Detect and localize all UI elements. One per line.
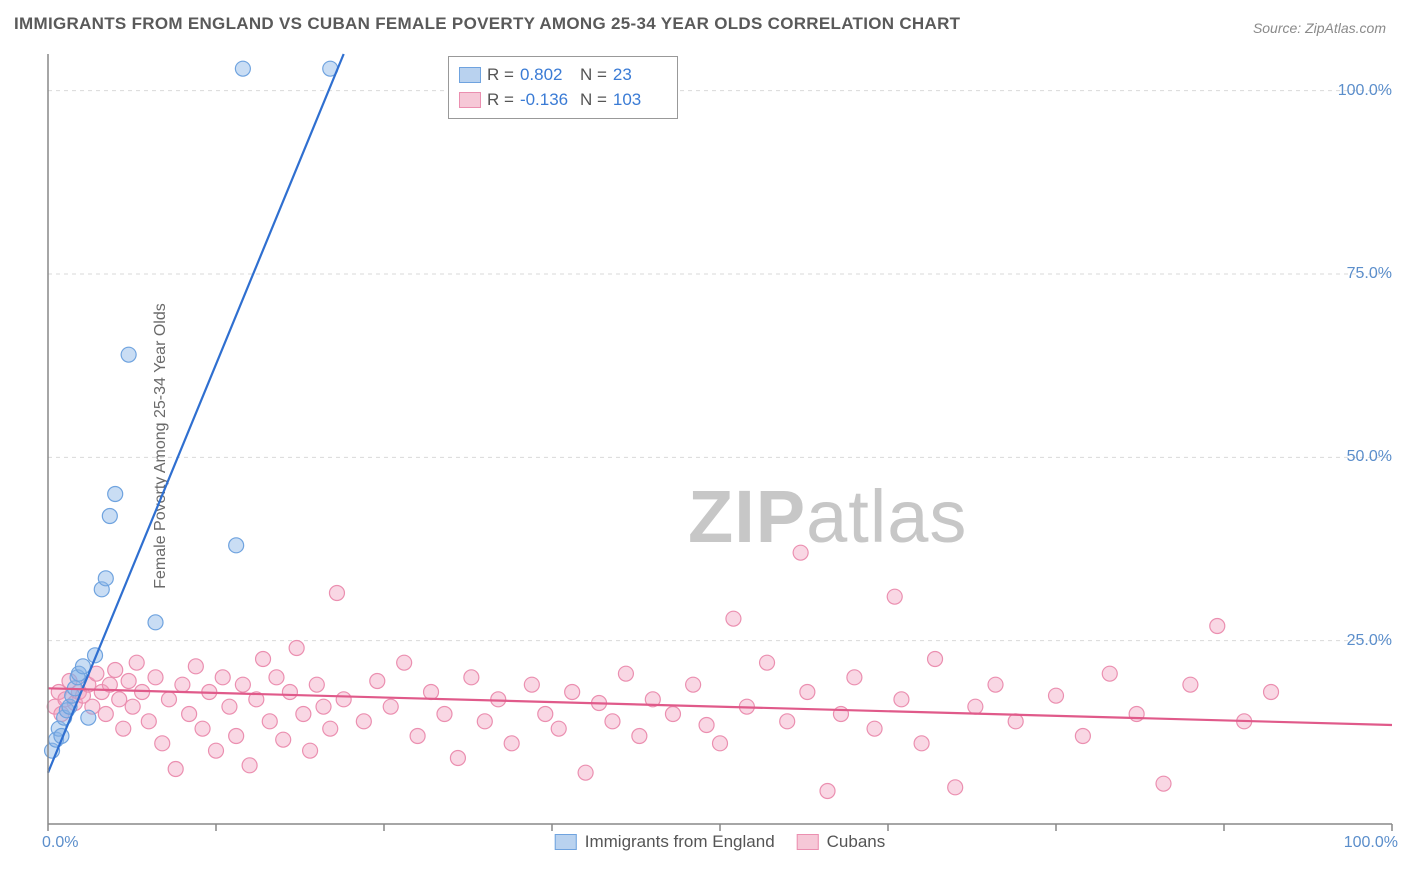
y-tick-label: 50.0% (1332, 448, 1392, 466)
x-tick-min: 0.0% (42, 834, 78, 852)
legend-stat-row: R = 0.802 N = 23 (459, 63, 667, 88)
legend-series-label: Cubans (827, 832, 886, 852)
correlation-legend: R = 0.802 N = 23 R = -0.136 N = 103 (448, 56, 678, 119)
legend-stat-row: R = -0.136 N = 103 (459, 88, 667, 113)
source-name: ZipAtlas.com (1305, 20, 1386, 36)
legend-swatch-icon (797, 834, 819, 850)
chart-title: IMMIGRANTS FROM ENGLAND VS CUBAN FEMALE … (14, 14, 960, 34)
source-attribution: Source: ZipAtlas.com (1253, 20, 1386, 36)
legend-swatch-icon (459, 92, 481, 108)
scatter-plot-svg (48, 54, 1392, 824)
legend-series-item: Immigrants from England (555, 832, 775, 852)
y-tick-label: 75.0% (1332, 265, 1392, 283)
legend-swatch-icon (459, 67, 481, 83)
legend-swatch-icon (555, 834, 577, 850)
legend-series-label: Immigrants from England (585, 832, 775, 852)
y-tick-label: 100.0% (1332, 82, 1392, 100)
y-tick-label: 25.0% (1332, 632, 1392, 650)
chart-container: IMMIGRANTS FROM ENGLAND VS CUBAN FEMALE … (0, 0, 1406, 892)
x-tick-max: 100.0% (1344, 834, 1398, 852)
plot-area: ZIPatlas R = 0.802 N = 23 R = -0.136 N =… (48, 54, 1392, 824)
legend-series-item: Cubans (797, 832, 886, 852)
series-legend: Immigrants from England Cubans (555, 832, 886, 852)
source-label: Source: (1253, 20, 1301, 36)
